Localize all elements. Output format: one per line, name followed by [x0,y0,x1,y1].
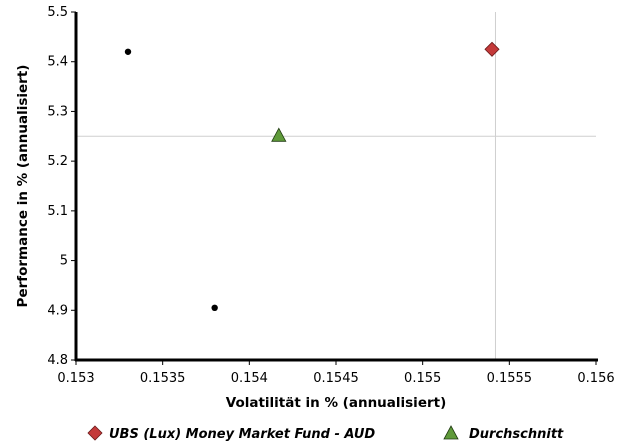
data-points [124,41,500,311]
x-tick-label: 0.1535 [140,371,186,386]
x-tick-label: 0.153 [57,371,94,386]
x-tick-label: 0.1545 [313,371,359,386]
reference-lines [76,12,596,360]
y-tick-label: 4.9 [47,303,68,318]
legend-label-fund: UBS (Lux) Money Market Fund - AUD [109,427,375,442]
legend-triangle-marker [443,425,459,440]
x-axis-title: Volatilität in % (annualisiert) [226,395,447,411]
x-tick-label: 0.154 [231,371,268,386]
axes [74,12,598,362]
legend-label-average: Durchschnitt [469,427,564,442]
y-tick-label: 4.8 [47,353,68,368]
legend-diamond-marker [87,425,103,441]
y-tick-label: 5.4 [47,55,68,70]
data-point-dot [124,48,132,55]
y-tick-label: 5.5 [47,5,68,20]
data-point-fund-diamond [484,41,500,57]
x-tick-label: 0.1555 [487,371,533,386]
y-axis-ticks: 4.8 4.9 5 5.1 5.2 5.3 5.4 5.5 [47,5,76,368]
y-axis-title: Performance in % (annualisiert) [15,65,31,308]
legend: UBS (Lux) Money Market Fund - AUD Durchs… [87,425,564,442]
y-tick-label: 5 [60,254,68,269]
y-tick-label: 5.2 [47,154,68,169]
data-point-average-triangle [271,127,287,142]
x-tick-label: 0.156 [577,371,614,386]
x-axis-ticks: 0.153 0.1535 0.154 0.1545 0.155 0.1555 0.156 [57,360,615,386]
y-tick-label: 5.3 [47,104,68,119]
y-tick-label: 5.1 [47,204,68,219]
x-tick-label: 0.155 [404,371,441,386]
data-point-dot [211,304,218,311]
